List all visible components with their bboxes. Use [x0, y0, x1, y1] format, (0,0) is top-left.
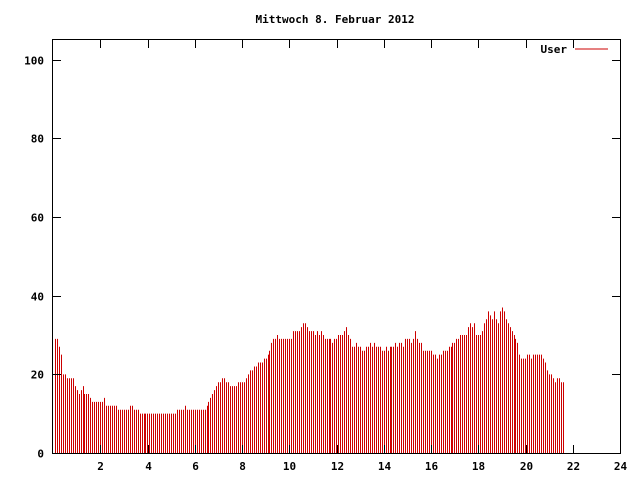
x-tick-label: 6 — [192, 460, 199, 473]
x-tick-label: 18 — [472, 460, 485, 473]
x-tick-label: 10 — [283, 460, 296, 473]
legend-label: User — [541, 43, 568, 56]
y-tick-label: 0 — [37, 448, 44, 461]
x-tick-label: 16 — [425, 460, 439, 473]
x-tick-label: 24 — [614, 460, 628, 473]
y-tick-label: 20 — [31, 369, 44, 382]
x-tick-label: 22 — [567, 460, 580, 473]
x-tick-label: 12 — [331, 460, 344, 473]
x-tick-label: 2 — [97, 460, 104, 473]
x-tick-label: 20 — [520, 460, 533, 473]
y-tick-label: 80 — [31, 133, 44, 146]
x-tick-label: 4 — [145, 460, 152, 473]
y-tick-label: 100 — [24, 55, 44, 68]
chart-title: Mittwoch 8. Februar 2012 — [256, 13, 415, 26]
y-tick-label: 60 — [31, 212, 44, 225]
bars-group — [55, 307, 564, 453]
plot-frame — [52, 39, 621, 454]
x-tick-label: 14 — [378, 460, 392, 473]
legend: User — [541, 43, 608, 56]
x-tick-label: 8 — [239, 460, 246, 473]
y-tick-label: 40 — [31, 291, 44, 304]
